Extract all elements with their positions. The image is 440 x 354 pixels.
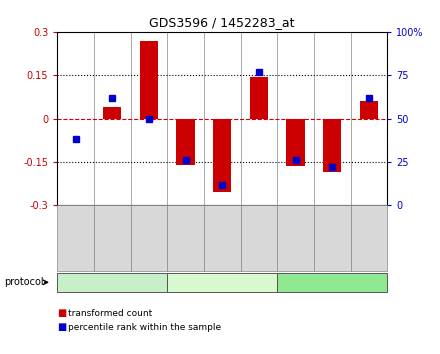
Text: GSM466341: GSM466341 — [71, 215, 80, 261]
Bar — [176, 119, 195, 165]
Text: percentile rank within the sample: percentile rank within the sample — [68, 323, 221, 332]
Title: GDS3596 / 1452283_at: GDS3596 / 1452283_at — [150, 16, 295, 29]
Bar — [323, 119, 341, 172]
Text: GSM466349: GSM466349 — [144, 215, 154, 261]
Bar — [213, 119, 231, 192]
Text: GSM466350: GSM466350 — [181, 215, 190, 261]
Text: GSM466348: GSM466348 — [108, 215, 117, 261]
Text: GSM466400: GSM466400 — [328, 215, 337, 261]
Bar — [286, 119, 305, 166]
Text: GSM466351: GSM466351 — [218, 215, 227, 261]
Text: protocol: protocol — [4, 277, 44, 287]
Text: GSM466401: GSM466401 — [364, 215, 374, 261]
Text: exercise-induced cardiac
hypertrophy: exercise-induced cardiac hypertrophy — [289, 276, 376, 289]
Bar — [250, 77, 268, 119]
Bar — [140, 41, 158, 119]
Text: GSM466394: GSM466394 — [254, 215, 264, 261]
Bar — [103, 107, 121, 119]
Text: GSM466399: GSM466399 — [291, 215, 300, 261]
Bar — [360, 101, 378, 119]
Text: ■: ■ — [57, 322, 66, 332]
Text: transformed count: transformed count — [68, 309, 152, 318]
Text: ■: ■ — [57, 308, 66, 318]
Text: control: control — [100, 279, 125, 285]
Text: isoproterenol-induced
cardiomyopathy: isoproterenol-induced cardiomyopathy — [184, 276, 260, 289]
